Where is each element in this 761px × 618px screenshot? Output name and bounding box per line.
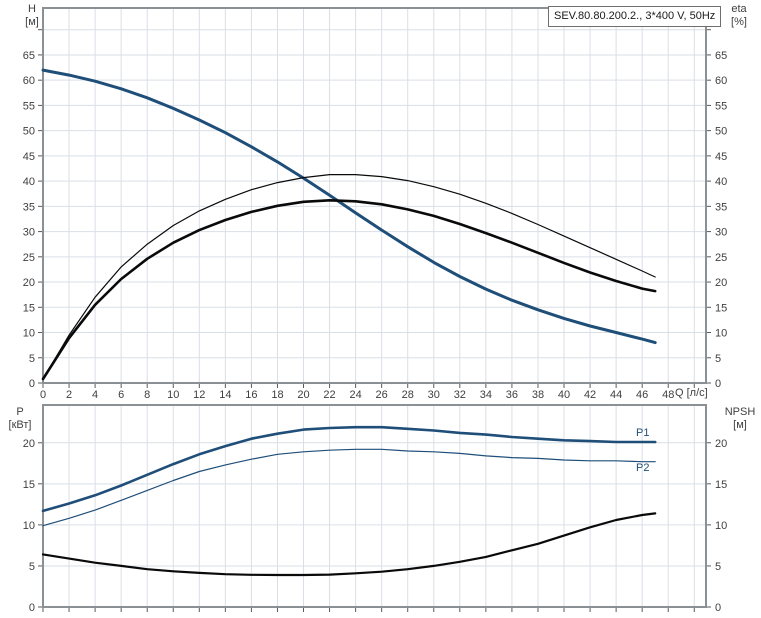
- y-tick-label-right: 20: [715, 277, 727, 289]
- x-tick-label: 28: [402, 389, 414, 401]
- y-tick-label-left: 10: [23, 520, 35, 532]
- y-tick-label-right: 0: [715, 602, 721, 614]
- y-tick-label-left: 40: [23, 176, 35, 188]
- curve-p2: [42, 448, 656, 527]
- x-tick-label: 10: [167, 389, 179, 401]
- y-tick-label-left: 45: [23, 151, 35, 163]
- x-tick-label: 40: [558, 389, 570, 401]
- pump-model-title-box: SEV.80.80.200.2., 3*400 V, 50Hz: [548, 6, 722, 27]
- curve-eta1: [42, 174, 656, 380]
- y-tick-label-left: 25: [23, 252, 35, 264]
- y-tick-label-right: 40: [715, 176, 727, 188]
- y-tick-label-left: 0: [29, 602, 35, 614]
- y-tick-label-right: 55: [715, 100, 727, 112]
- y-tick-label-right: 45: [715, 151, 727, 163]
- x-tick-label: 32: [454, 389, 466, 401]
- curve-npsh: [41, 512, 657, 577]
- y-tick-label-right: 10: [715, 520, 727, 532]
- npsh-axis-title: NPSH: [724, 406, 756, 418]
- y-tick-label-left: 50: [23, 126, 35, 138]
- x-tick-label: 34: [480, 389, 492, 401]
- y-tick-label-left: 60: [23, 75, 35, 87]
- y-tick-label-left: 65: [23, 50, 35, 62]
- curve-eta2: [41, 199, 657, 381]
- x-tick-label: 36: [506, 389, 518, 401]
- y-tick-label-right: 15: [715, 479, 727, 491]
- p1-series-label: P1: [636, 427, 650, 439]
- flow-axis-label: Q [л/с]: [675, 387, 708, 399]
- head-axis-title: H: [28, 3, 36, 15]
- x-tick-label: 12: [193, 389, 205, 401]
- eta-axis-unit: [%]: [731, 16, 747, 28]
- y-tick-label-right: 5: [715, 561, 721, 573]
- x-tick-label: 16: [245, 389, 257, 401]
- y-tick-label-left: 5: [29, 353, 35, 365]
- y-tick-label-left: 15: [23, 479, 35, 491]
- curve-p1: [41, 425, 657, 513]
- x-tick-label: 24: [349, 389, 361, 401]
- y-tick-label-right: 30: [715, 227, 727, 239]
- x-tick-label: 8: [144, 389, 150, 401]
- power-axis-unit: [кВт]: [8, 419, 32, 431]
- x-tick-label: 48: [662, 389, 674, 401]
- x-tick-label: 30: [428, 389, 440, 401]
- y-tick-label-left: 55: [23, 100, 35, 112]
- x-tick-label: 0: [40, 389, 46, 401]
- x-tick-label: 44: [610, 389, 622, 401]
- y-tick-label-right: 60: [715, 75, 727, 87]
- y-tick-label-left: 20: [23, 438, 35, 450]
- eta-axis-title: eta: [731, 3, 747, 15]
- y-tick-label-right: 10: [715, 328, 727, 340]
- x-tick-label: 4: [92, 389, 98, 401]
- x-tick-label: 2: [66, 389, 72, 401]
- y-tick-label-left: 10: [23, 328, 35, 340]
- p2-series-label: P2: [636, 462, 650, 474]
- x-tick-label: 6: [118, 389, 124, 401]
- y-tick-label-left: 5: [29, 561, 35, 573]
- x-tick-label: 20: [297, 389, 309, 401]
- x-tick-label: 26: [376, 389, 388, 401]
- y-tick-label-right: 5: [715, 353, 721, 365]
- plot-frame: [42, 7, 707, 384]
- power-axis-title: P: [16, 406, 24, 418]
- head-axis-unit: [м]: [25, 16, 39, 28]
- y-tick-label-right: 0: [715, 378, 721, 390]
- y-tick-label-right: 20: [715, 438, 727, 450]
- curve-h: [41, 68, 657, 345]
- y-tick-label-right: 65: [715, 50, 727, 62]
- y-tick-label-left: 0: [29, 378, 35, 390]
- npsh-axis-unit: [м]: [733, 419, 747, 431]
- y-tick-label-left: 30: [23, 227, 35, 239]
- x-tick-label: 22: [323, 389, 335, 401]
- y-tick-label-left: 20: [23, 277, 35, 289]
- y-tick-label-left: 35: [23, 201, 35, 213]
- y-tick-label-right: 25: [715, 252, 727, 264]
- y-tick-label-right: 15: [715, 302, 727, 314]
- x-tick-label: 14: [219, 389, 231, 401]
- x-tick-label: 42: [584, 389, 596, 401]
- x-tick-label: 38: [532, 389, 544, 401]
- x-tick-label: 46: [636, 389, 648, 401]
- plot-frame: [42, 404, 707, 608]
- y-tick-label-right: 50: [715, 126, 727, 138]
- y-tick-label-right: 35: [715, 201, 727, 213]
- y-tick-label-left: 15: [23, 302, 35, 314]
- x-tick-label: 18: [271, 389, 283, 401]
